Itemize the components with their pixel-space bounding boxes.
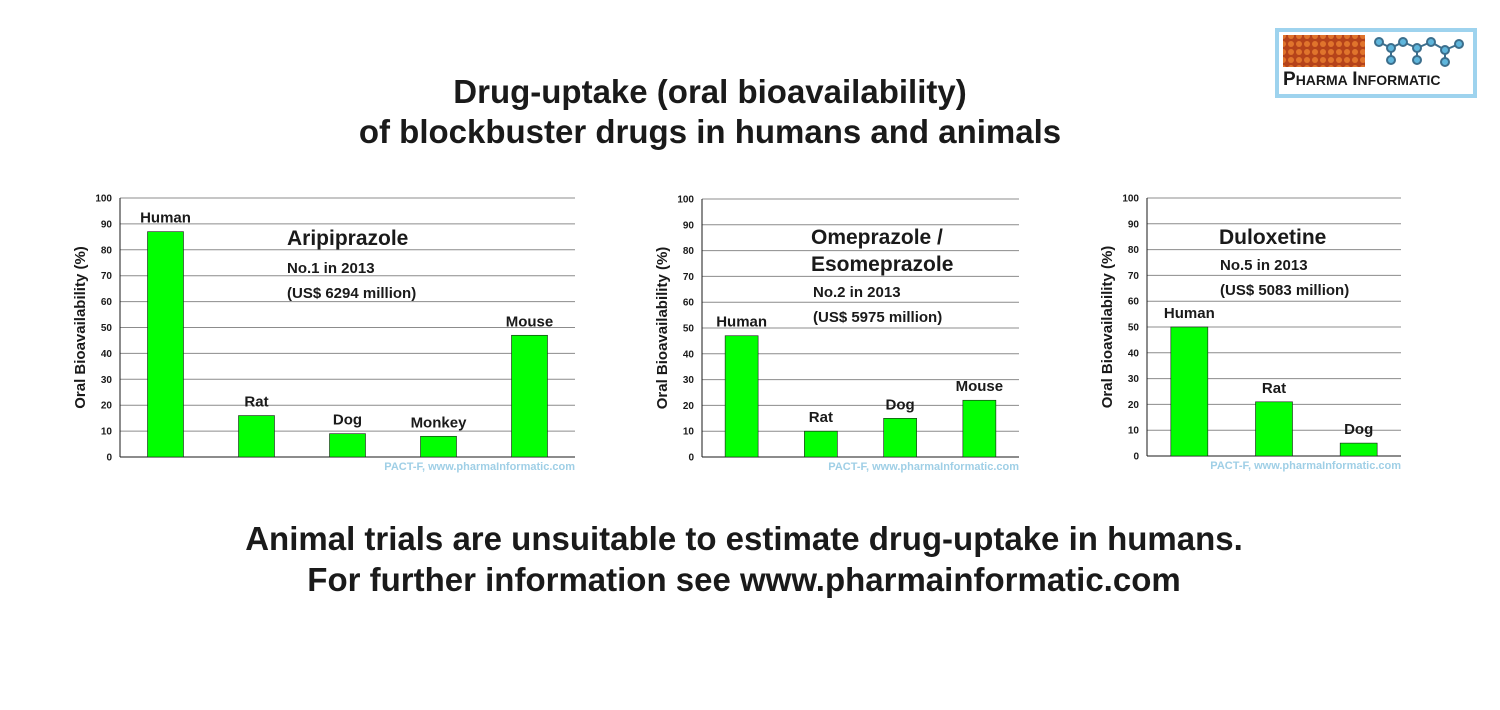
y-tick-label: 60 — [101, 297, 113, 308]
source-credit: PACT-F, www.pharmaInformatic.com — [828, 461, 1019, 473]
y-tick-label: 90 — [1128, 219, 1140, 230]
drug-name-line-2: Esomeprazole — [811, 253, 953, 276]
category-label: Rat — [244, 394, 268, 411]
y-tick-label: 70 — [683, 272, 695, 283]
y-tick-label: 30 — [1128, 374, 1140, 385]
y-tick-label: 0 — [106, 453, 112, 464]
bar-dog — [883, 418, 917, 458]
y-tick-label: 60 — [1128, 297, 1140, 308]
footer-line-1: Animal trials are unsuitable to estimate… — [245, 520, 1243, 557]
y-tick-label: 100 — [1122, 194, 1139, 205]
category-label: Monkey — [411, 414, 468, 431]
bar-dog — [329, 433, 366, 458]
bar-rat — [804, 430, 838, 458]
logo-word-nformatic: NFORMATIC — [1357, 72, 1441, 88]
y-axis-label: Oral Bioavailability (%) — [72, 246, 89, 409]
y-axis-label: Oral Bioavailability (%) — [1099, 246, 1116, 409]
category-label: Dog — [886, 396, 915, 413]
y-tick-label: 80 — [1128, 245, 1140, 256]
y-tick-label: 0 — [1133, 452, 1139, 463]
category-label: Human — [1164, 305, 1215, 322]
category-label: Mouse — [506, 313, 554, 330]
y-tick-label: 90 — [683, 220, 695, 231]
bar-mouse — [511, 334, 548, 458]
y-axis-label: Oral Bioavailability (%) — [654, 247, 671, 410]
y-tick-label: 20 — [101, 401, 113, 412]
logo-wordmark: PHARMA INFORMATIC — [1283, 69, 1440, 91]
y-tick-label: 100 — [677, 195, 694, 206]
y-tick-label: 80 — [101, 245, 113, 256]
y-tick-label: 30 — [101, 375, 113, 386]
y-tick-label: 100 — [95, 194, 112, 205]
y-tick-label: 40 — [1128, 348, 1140, 359]
bar-human — [724, 335, 759, 458]
y-tick-label: 10 — [101, 427, 113, 438]
rank-note: No.5 in 2013 — [1220, 257, 1308, 274]
drug-name: Aripiprazole — [287, 227, 408, 250]
bar-dog — [1339, 442, 1378, 457]
y-tick-label: 20 — [683, 401, 695, 412]
rank-note: (US$ 5083 million) — [1220, 282, 1349, 299]
bar-mouse — [962, 399, 997, 458]
chart-omeprazole: 0 10 20 30 40 50 60 70 80 90 100 Oral Bioavailabili… — [654, 195, 1019, 474]
y-tick-label: 40 — [683, 349, 695, 360]
bar-rat — [238, 415, 275, 458]
drug-name: Omeprazole / — [811, 226, 943, 249]
chart-duloxetine: 0 10 20 30 40 50 60 70 80 90 100 Oral Bioavailabili… — [1099, 194, 1401, 473]
y-tick-label: 70 — [1128, 271, 1140, 282]
logo-word-harma: HARMA — [1295, 72, 1348, 88]
rank-note: (US$ 6294 million) — [287, 285, 416, 302]
y-tick-label: 20 — [1128, 400, 1140, 411]
page-title-line-2: of blockbuster drugs in humans and anima… — [358, 113, 1062, 150]
pharmainformatic-logo: PHARMA INFORMATIC — [1275, 28, 1477, 98]
y-tick-label: 60 — [683, 298, 695, 309]
logo-initial-i: I — [1352, 69, 1358, 90]
drug-name: Duloxetine — [1219, 226, 1326, 249]
rank-note: No.2 in 2013 — [813, 284, 901, 301]
bar-rat — [1255, 401, 1293, 457]
rank-note: No.1 in 2013 — [287, 260, 375, 277]
y-tick-label: 50 — [101, 323, 113, 334]
footer-line-2: For further information see www.pharmain… — [307, 561, 1181, 598]
bar-human — [1170, 326, 1209, 457]
y-tick-label: 30 — [683, 375, 695, 386]
y-tick-label: 40 — [101, 349, 113, 360]
y-tick-label: 90 — [101, 219, 113, 230]
y-tick-label: 50 — [683, 324, 695, 335]
category-label: Mouse — [956, 378, 1004, 395]
rank-note: (US$ 5975 million) — [813, 309, 942, 326]
category-label: Human — [716, 314, 767, 331]
chart-aripiprazole: 0 10 20 30 40 50 60 70 80 90 100 Oral Bioavailabili… — [72, 194, 575, 474]
y-tick-label: 70 — [101, 271, 113, 282]
category-label: Rat — [1262, 380, 1286, 397]
bar-monkey — [420, 435, 457, 458]
y-tick-label: 80 — [683, 246, 695, 257]
category-label: Human — [140, 210, 191, 227]
molecule-logo-graphic — [1283, 35, 1464, 67]
source-credit: PACT-F, www.pharmaInformatic.com — [384, 461, 575, 473]
y-tick-label: 10 — [683, 427, 695, 438]
category-label: Dog — [1344, 421, 1373, 438]
y-tick-label: 50 — [1128, 323, 1140, 334]
page-title-line-1: Drug-uptake (oral bioavailability) — [453, 73, 967, 110]
logo-initial-p: P — [1283, 69, 1296, 90]
y-tick-label: 0 — [688, 453, 694, 464]
y-tick-label: 10 — [1128, 426, 1140, 437]
category-label: Rat — [809, 409, 833, 426]
bar-human — [147, 231, 184, 458]
category-label: Dog — [333, 412, 362, 429]
source-credit: PACT-F, www.pharmaInformatic.com — [1210, 460, 1401, 472]
